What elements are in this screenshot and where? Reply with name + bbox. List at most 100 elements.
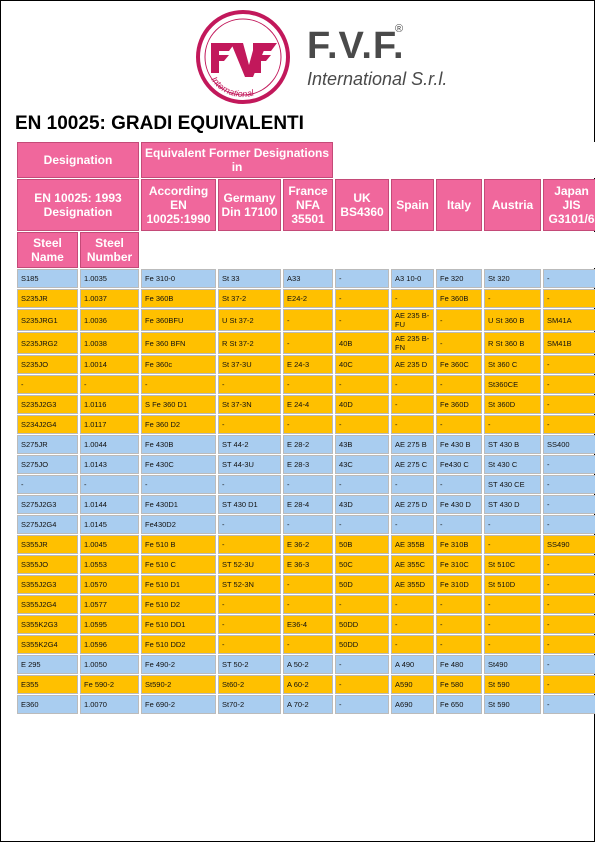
table-cell: Fe 310B [436,535,483,554]
table-cell: - [283,332,334,354]
table-cell: E 28-3 [283,455,334,474]
table-cell: 50D [335,575,390,594]
table-cell: 1.0036 [80,309,140,331]
table-cell: Fe 320 [436,269,483,288]
table-cell: - [543,455,595,474]
table-cell: E36-4 [283,615,334,634]
table-cell: - [484,515,542,534]
table-cell: Fe430D2 [141,515,217,534]
table-row: S235JRG2 1.0038 Fe 360 BFN R St 37-2-40B AE … [17,332,595,354]
table-cell: St 37-3N [218,395,282,414]
table-cell: - [391,289,435,308]
table-cell: - [436,615,483,634]
table-row: S235JO 1.0014 Fe 360c St 37-3U E 24-3 40C AE 2… [17,355,595,374]
table-cell: Fe 310D [436,575,483,594]
table-row: S355K2G3 1.0595 Fe 510 DD1- E36-4 50DD - - - - [17,615,595,634]
table-cell: U St 360 B [484,309,542,331]
table-cell: ST 430 CE [484,475,542,494]
table-cell: E 28-4 [283,495,334,514]
table-cell: 1.0050 [80,655,140,674]
table-cell: S275J2G4 [17,515,78,534]
table-cell: St490 [484,655,542,674]
table-cell: S355JO [17,555,78,574]
table-cell: St60-2 [218,675,282,694]
table-cell: - [543,635,595,654]
table-cell: A 50-2 [283,655,334,674]
table-row: S235JR 1.0037 Fe 360B St 37-2 E24-2- - Fe 360B… [17,289,595,308]
table-row: E355 Fe 590-2 St590-2 St60-2 A 60-2- A590 Fe 5… [17,675,595,694]
table-cell: ST 44-3U [218,455,282,474]
table-cell: S185 [17,269,78,288]
table-cell: - [335,655,390,674]
table-cell: - [436,332,483,354]
table-cell: 1.0596 [80,635,140,654]
table-cell: 40C [335,355,390,374]
table-cell: A690 [391,695,435,714]
table-cell: - [543,675,595,694]
table-cell: 1.0035 [80,269,140,288]
table-cell: 43C [335,455,390,474]
table-cell: - [218,595,282,614]
table-cell: ST 52-3U [218,555,282,574]
company-subtitle: International S.r.l. [307,69,448,89]
table-cell: - [391,595,435,614]
table-cell: St590-2 [141,675,217,694]
header-cell: Designation [17,142,140,178]
table-cell: Fe 510 D1 [141,575,217,594]
table-cell: 43B [335,435,390,454]
table-row: S235JRG1 1.0036 Fe 360BFU U St 37-2- - AE 235… [17,309,595,331]
table-cell: U St 37-2 [218,309,282,331]
table-cell: S235JR [17,289,78,308]
table-cell: Fe 690-2 [141,695,217,714]
table-cell: Fe 430C [141,455,217,474]
table-cell: - [335,595,390,614]
table-cell: - [436,475,483,494]
table-cell: - [335,415,390,434]
table-cell: - [335,309,390,331]
registered-mark: ® [395,23,404,35]
table-cell: - [391,375,435,394]
table-cell: ST 430 D1 [218,495,282,514]
table-cell: - [543,595,595,614]
table-cell: Fe 510 D2 [141,595,217,614]
table-cell: Fe 310C [436,555,483,574]
table-cell: 1.0577 [80,595,140,614]
table-row: S234J2G4 1.0117 Fe 360 D2- - - - - - - [17,415,595,434]
table-cell: - [218,515,282,534]
table-cell: E 36-3 [283,555,334,574]
table-cell: - [283,415,334,434]
table-cell: - [436,375,483,394]
table-cell: S234J2G4 [17,415,78,434]
table-cell: - [543,615,595,634]
table-row: S275JR 1.0044 Fe 430B ST 44-2 E 28-2 43B AE 27… [17,435,595,454]
header-cell: UK BS4360 [335,179,390,231]
table-cell: 1.0038 [80,332,140,354]
table-cell: - [484,615,542,634]
table-cell: - [283,309,334,331]
table-cell: E 36-2 [283,535,334,554]
table-cell: St 37-2 [218,289,282,308]
table-cell: S235J2G3 [17,395,78,414]
table-cell: SM41A [543,309,595,331]
header-cell: EN 10025: 1993 Designation [17,179,140,231]
table-cell: E355 [17,675,78,694]
table-cell: - [543,375,595,394]
table-cell: - [80,375,140,394]
table-cell: - [436,415,483,434]
table-cell: St 510C [484,555,542,574]
table-cell: - [484,595,542,614]
table-cell: S235JRG1 [17,309,78,331]
header-cell: Germany Din 17100 [218,179,282,231]
table-row: S355JR 1.0045 Fe 510 B-E 36-2 50B AE 355B Fe … [17,535,595,554]
table-cell: S235JO [17,355,78,374]
table-cell: Fe 360 D2 [141,415,217,434]
header-cell: Austria [484,179,542,231]
table-row: S275JO 1.0143 Fe 430C ST 44-3U E 28-3 43C AE 2… [17,455,595,474]
table-cell: Fe 580 [436,675,483,694]
table-cell: E24-2 [283,289,334,308]
table-cell: A33 [283,269,334,288]
table-cell: - [218,475,282,494]
table-cell: 40B [335,332,390,354]
table-cell: AE 235 D [391,355,435,374]
